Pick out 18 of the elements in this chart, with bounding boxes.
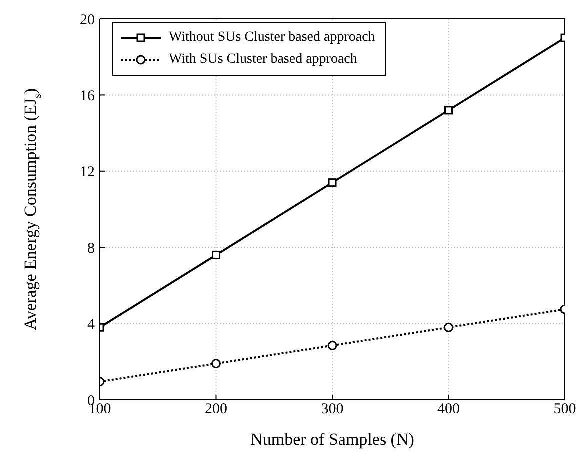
point bbox=[328, 178, 337, 188]
point bbox=[444, 106, 453, 115]
point bbox=[212, 250, 220, 260]
point bbox=[328, 340, 338, 350]
point bbox=[444, 322, 454, 332]
x-tick-label: 300 bbox=[321, 402, 344, 418]
point bbox=[212, 359, 221, 369]
y-tick-label: 4 bbox=[88, 317, 96, 334]
x-tick-label: 500 bbox=[554, 402, 576, 418]
x-tick-label: 200 bbox=[205, 402, 228, 418]
y-tick-label: 20 bbox=[80, 12, 95, 28]
y-tick-label: 16 bbox=[80, 88, 96, 105]
legend-label: With SUs Cluster based approach bbox=[169, 52, 358, 68]
x-tick-label: 400 bbox=[438, 402, 460, 418]
y-tick-label: 12 bbox=[80, 164, 95, 181]
legend-label: Without SUs Cluster based approach bbox=[169, 30, 376, 46]
y-tick-label: 8 bbox=[88, 240, 95, 257]
x-axis-title: Number of Samples (N) bbox=[250, 430, 414, 449]
